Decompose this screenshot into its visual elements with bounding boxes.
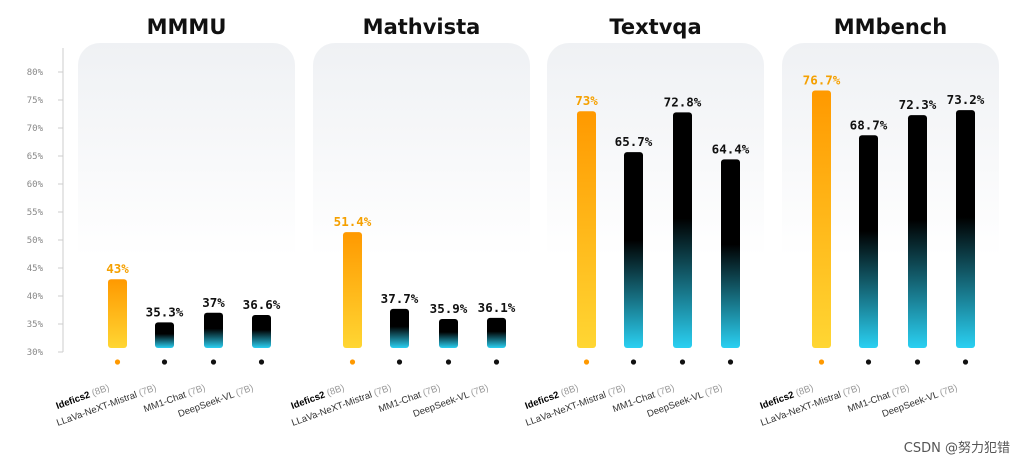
- value-label: 51.4%: [334, 214, 372, 229]
- value-label: 37%: [202, 295, 225, 310]
- category-dot: [445, 359, 452, 365]
- value-label: 37.7%: [381, 291, 419, 306]
- y-tick-label: 30%: [27, 348, 44, 358]
- category-dot: [210, 359, 217, 365]
- value-label: 65.7%: [615, 134, 653, 149]
- value-label: 36.1%: [478, 300, 516, 315]
- category-dot: [962, 359, 969, 365]
- category-dot: [493, 359, 500, 365]
- value-label: 36.6%: [243, 297, 281, 312]
- value-label: 72.8%: [664, 94, 702, 109]
- y-tick-label: 65%: [27, 152, 44, 162]
- model-size: (7B): [938, 382, 959, 398]
- bar-deepseek-vl: [721, 159, 740, 348]
- value-label: 72.3%: [899, 97, 937, 112]
- bar-deepseek-vl: [487, 317, 506, 348]
- category-dot: [630, 359, 637, 365]
- value-label: 35.9%: [430, 301, 468, 316]
- model-size: (8B): [559, 382, 580, 398]
- panel-title: MMMU: [147, 15, 227, 39]
- bar-mm1-chat: [439, 318, 458, 348]
- value-label: 76.7%: [803, 72, 841, 87]
- panel-background: [313, 43, 530, 349]
- category-dot: [818, 359, 825, 365]
- y-tick-label: 45%: [27, 264, 44, 274]
- model-size: (7B): [655, 382, 676, 398]
- model-size: (7B): [606, 382, 627, 398]
- panel-title: MMbench: [834, 15, 947, 39]
- category-dot: [349, 359, 356, 365]
- value-label: 43%: [106, 261, 129, 276]
- category-dot: [161, 359, 168, 365]
- model-size: (7B): [372, 382, 393, 398]
- y-tick-label: 80%: [27, 68, 44, 78]
- category-dot: [679, 359, 686, 365]
- y-tick-label: 70%: [27, 124, 44, 134]
- bar-llava-next-mistral: [390, 308, 409, 348]
- bar-idefics2: [108, 279, 127, 348]
- model-size: (7B): [703, 382, 724, 398]
- category-dot: [114, 359, 121, 365]
- model-size: (8B): [794, 382, 815, 398]
- value-label: 73%: [575, 93, 598, 108]
- category-dot: [914, 359, 921, 365]
- model-size: (7B): [137, 382, 158, 398]
- category-dot: [583, 359, 590, 365]
- bar-llava-next-mistral: [624, 152, 643, 348]
- bar-idefics2: [343, 232, 362, 348]
- panel-background: [547, 43, 764, 349]
- model-size: (7B): [469, 382, 490, 398]
- bar-llava-next-mistral: [859, 135, 878, 348]
- y-tick-label: 55%: [27, 208, 44, 218]
- y-tick-label: 40%: [27, 292, 44, 302]
- category-dot: [865, 359, 872, 365]
- y-tick-label: 75%: [27, 96, 44, 106]
- category-dot: [727, 359, 734, 365]
- value-label: 35.3%: [146, 304, 184, 319]
- panel-title: Textvqa: [609, 15, 701, 39]
- panel-background: [782, 43, 999, 349]
- y-tick-label: 60%: [27, 180, 44, 190]
- bar-llava-next-mistral: [155, 322, 174, 348]
- model-size: (7B): [186, 382, 207, 398]
- bar-deepseek-vl: [252, 315, 271, 348]
- y-tick-label: 35%: [27, 320, 44, 330]
- bar-mm1-chat: [908, 115, 927, 349]
- panel-title: Mathvista: [363, 15, 481, 39]
- model-size: (7B): [234, 382, 255, 398]
- panel-background: [78, 43, 295, 349]
- bar-mm1-chat: [204, 312, 223, 348]
- model-size: (7B): [890, 382, 911, 398]
- bar-idefics2: [577, 111, 596, 348]
- bar-mm1-chat: [673, 112, 692, 348]
- value-label: 68.7%: [850, 117, 888, 132]
- bar-deepseek-vl: [956, 110, 975, 348]
- category-dot: [396, 359, 403, 365]
- model-size: (8B): [325, 382, 346, 398]
- bar-idefics2: [812, 90, 831, 348]
- model-size: (7B): [841, 382, 862, 398]
- category-dot: [258, 359, 265, 365]
- y-axis: 30% 35% 40% 45% 50% 55% 60% 65% 70% 75% 80%: [27, 48, 64, 358]
- y-tick-label: 50%: [27, 236, 44, 246]
- model-size: (7B): [421, 382, 442, 398]
- model-size: (8B): [90, 382, 111, 398]
- watermark: CSDN @努力犯错: [903, 441, 1010, 456]
- value-label: 73.2%: [947, 92, 985, 107]
- value-label: 64.4%: [712, 141, 750, 156]
